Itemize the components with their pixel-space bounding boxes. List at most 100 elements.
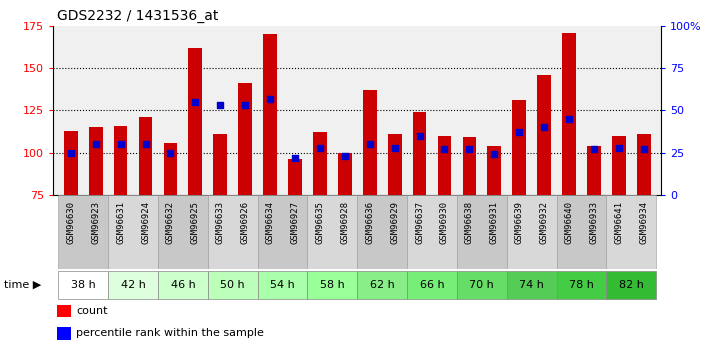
Bar (387, 134, 402, 195)
Text: count: count (76, 306, 107, 316)
Bar (89, 127, 102, 195)
Bar (114, 126, 127, 195)
Text: GSM96926: GSM96926 (240, 201, 250, 244)
Point (90, 141, 102, 147)
Text: 38 h: 38 h (71, 280, 95, 289)
Bar (538, 75, 551, 195)
Text: percentile rank within the sample: percentile rank within the sample (76, 328, 264, 338)
Bar (463, 137, 476, 195)
Text: GSM96640: GSM96640 (565, 201, 574, 244)
Bar (557, 195, 606, 269)
Bar (238, 83, 252, 195)
Text: GSM96639: GSM96639 (515, 201, 524, 244)
Point (414, 133, 425, 138)
Point (389, 145, 400, 150)
Text: GSM96929: GSM96929 (390, 201, 399, 244)
Bar (188, 48, 202, 195)
Text: GSM96637: GSM96637 (415, 201, 424, 244)
Text: 54 h: 54 h (270, 280, 295, 289)
Bar (488, 146, 501, 195)
Text: GSM96928: GSM96928 (341, 201, 349, 244)
Text: GSM96930: GSM96930 (440, 201, 449, 244)
Text: GSM96923: GSM96923 (91, 201, 100, 244)
Bar (513, 100, 526, 195)
Point (364, 141, 375, 147)
Text: 42 h: 42 h (121, 280, 146, 289)
Text: GSM96934: GSM96934 (639, 201, 648, 244)
Point (165, 150, 176, 155)
Bar (158, 270, 208, 298)
Text: GSM96925: GSM96925 (191, 201, 200, 244)
Point (488, 151, 500, 157)
Point (439, 147, 450, 152)
Bar (457, 270, 507, 298)
Bar (58, 195, 108, 269)
Bar (57, 305, 71, 317)
Point (339, 153, 351, 159)
Text: 66 h: 66 h (419, 280, 444, 289)
Text: GSM96636: GSM96636 (365, 201, 374, 244)
Text: GSM96634: GSM96634 (266, 201, 274, 244)
Bar (58, 270, 108, 298)
Text: GSM96932: GSM96932 (540, 201, 549, 244)
Text: GSM96931: GSM96931 (490, 201, 499, 244)
Point (613, 145, 624, 150)
Point (638, 147, 649, 152)
Bar (357, 270, 407, 298)
Bar (407, 270, 457, 298)
Bar (213, 134, 227, 195)
Bar (57, 327, 71, 339)
Text: 70 h: 70 h (469, 280, 494, 289)
Text: 74 h: 74 h (519, 280, 544, 289)
Text: GSM96631: GSM96631 (116, 201, 125, 244)
Text: GSM96638: GSM96638 (465, 201, 474, 244)
Text: GSM96924: GSM96924 (141, 201, 150, 244)
Point (538, 125, 550, 130)
Text: GDS2232 / 1431536_at: GDS2232 / 1431536_at (57, 9, 218, 23)
Text: GSM96630: GSM96630 (66, 201, 75, 244)
Bar (158, 195, 208, 269)
Text: 58 h: 58 h (320, 280, 345, 289)
Bar (606, 270, 656, 298)
Point (588, 147, 599, 152)
Text: 78 h: 78 h (569, 280, 594, 289)
Bar (637, 134, 651, 195)
Text: GSM96635: GSM96635 (316, 201, 324, 244)
Bar (412, 112, 427, 195)
Bar (457, 195, 507, 269)
Bar (108, 270, 158, 298)
Point (140, 141, 151, 147)
Point (264, 96, 276, 101)
Text: GSM96933: GSM96933 (589, 201, 599, 244)
Text: GSM96927: GSM96927 (291, 201, 299, 244)
Point (563, 116, 574, 122)
Text: GSM96632: GSM96632 (166, 201, 175, 244)
Bar (257, 270, 307, 298)
Bar (164, 142, 177, 195)
Bar (64, 131, 77, 195)
Text: GSM96633: GSM96633 (215, 201, 225, 244)
Bar (288, 159, 302, 195)
Bar (208, 195, 257, 269)
Point (464, 147, 475, 152)
Bar (507, 270, 557, 298)
Bar (612, 136, 626, 195)
Bar (257, 195, 307, 269)
Bar (606, 195, 656, 269)
Bar (507, 195, 557, 269)
Text: 82 h: 82 h (619, 280, 643, 289)
Bar (313, 132, 327, 195)
Bar (557, 270, 606, 298)
Bar (357, 195, 407, 269)
Point (115, 141, 127, 147)
Point (314, 145, 326, 150)
Text: 62 h: 62 h (370, 280, 395, 289)
Bar (208, 270, 257, 298)
Bar (307, 195, 357, 269)
Bar (338, 152, 352, 195)
Bar (438, 136, 451, 195)
Text: 50 h: 50 h (220, 280, 245, 289)
Point (215, 102, 226, 108)
Bar (139, 117, 152, 195)
Text: GSM96641: GSM96641 (614, 201, 624, 244)
